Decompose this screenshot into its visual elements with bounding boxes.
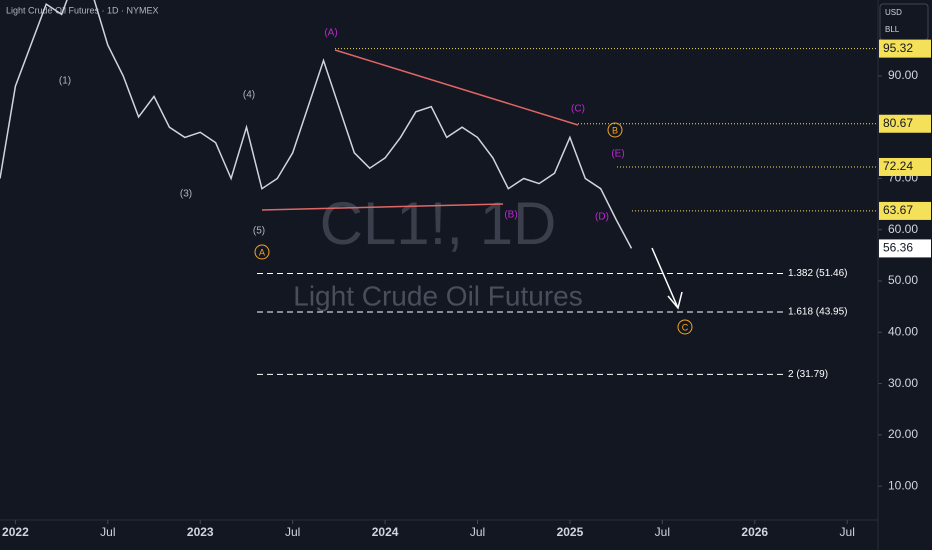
price-level-label: 63.67: [883, 203, 913, 217]
trendline: [261, 203, 504, 211]
price-level-box: [879, 39, 931, 58]
wave-circle: [677, 319, 693, 335]
watermark-subtitle: Light Crude Oil Futures: [293, 280, 582, 311]
wave-label: B: [612, 125, 618, 135]
wave-label: (A): [324, 28, 337, 39]
x-tick-label: 2026: [741, 525, 768, 539]
wave-circle: [607, 122, 623, 138]
wave-label: (C): [571, 104, 585, 115]
price-level-label: 72.24: [883, 159, 913, 173]
y-tick-label: 50.00: [888, 273, 918, 287]
x-tick-label: 2023: [187, 525, 214, 539]
price-level-box: [879, 201, 931, 220]
x-tick-label: 2024: [372, 525, 399, 539]
watermark: CL1!, 1D: [320, 190, 557, 257]
fib-label: 2 (31.79): [788, 369, 828, 380]
x-tick-label: Jul: [470, 525, 485, 539]
y-tick-label: 40.00: [888, 324, 918, 338]
wave-label: (E): [611, 149, 624, 160]
x-tick-label: Jul: [100, 525, 115, 539]
y-tick-label: 60.00: [888, 222, 918, 236]
x-tick-label: 2022: [2, 525, 29, 539]
wave-label: (1): [59, 76, 71, 87]
fib-label: 1.618 (43.95): [788, 307, 848, 318]
wave-label: (5): [253, 226, 265, 237]
last-price-label: 56.36: [883, 241, 913, 255]
y-tick-label: 30.00: [888, 376, 918, 390]
x-tick-label: 2025: [557, 525, 584, 539]
wave-label: (4): [243, 90, 255, 101]
x-tick-label: Jul: [655, 525, 670, 539]
price-level-label: 80.67: [883, 116, 913, 130]
price-level-label: 95.32: [883, 41, 913, 55]
y-tick-label: 90.00: [888, 68, 918, 82]
x-tick-label: Jul: [285, 525, 300, 539]
wave-label: A: [259, 247, 265, 257]
price-line: [0, 0, 633, 249]
last-price-box: [879, 239, 931, 258]
price-level-box: [879, 157, 931, 176]
unit[interactable]: BLL: [885, 25, 900, 34]
wave-circle: [254, 244, 270, 260]
trendline: [334, 49, 579, 126]
wave-label: (3): [180, 189, 192, 200]
arrow: [651, 247, 683, 310]
chart-title: Light Crude Oil Futures · 1D · NYMEX: [6, 5, 159, 15]
y-tick-label: 10.00: [888, 478, 918, 492]
wave-label: C: [682, 322, 689, 332]
y-tick-label: 20.00: [888, 427, 918, 441]
wave-label: (D): [595, 212, 609, 223]
wave-label: (B): [504, 210, 517, 221]
price-level-box: [879, 114, 931, 133]
x-tick-label: Jul: [840, 525, 855, 539]
fib-label: 1.382 (51.46): [788, 268, 848, 279]
currency[interactable]: USD: [885, 8, 902, 17]
